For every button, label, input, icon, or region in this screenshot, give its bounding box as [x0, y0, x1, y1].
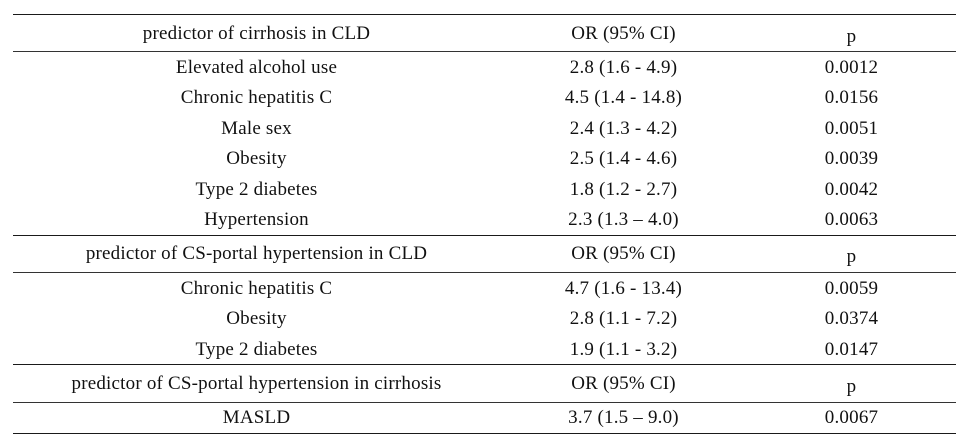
p-value-cell: 0.0059	[824, 277, 879, 299]
header-predictor-cell: predictor of CS-portal hypertension in c…	[13, 364, 500, 403]
predictor-table: predictor of cirrhosis in CLD OR (95% CI)…	[13, 13, 956, 434]
table-row: Type 2 diabetes 1.9 (1.1 - 3.2) 0.0147	[13, 334, 956, 365]
p-value-cell: 0.0067	[747, 402, 956, 434]
p-value-cell: 0.0156	[824, 87, 879, 109]
predictor-table-body: predictor of cirrhosis in CLD OR (95% CI)…	[13, 13, 956, 434]
table-row: Obesity 2.8 (1.1 - 7.2) 0.0374	[13, 304, 956, 334]
odds-ratio-cell: 2.4 (1.3 - 4.2)	[569, 117, 678, 139]
odds-ratio-cell: 4.5 (1.4 - 14.8)	[564, 87, 683, 109]
odds-ratio-cell: 2.3 (1.3 – 4.0)	[568, 209, 679, 231]
header-odds-ratio-cell: OR (95% CI)	[500, 13, 747, 53]
header-odds-ratio-cell: OR (95% CI)	[500, 364, 747, 403]
p-value-cell: 0.0147	[824, 338, 879, 360]
odds-ratio-cell: 1.8 (1.2 - 2.7)	[569, 178, 678, 200]
predictor-cell: Chronic hepatitis C	[180, 87, 333, 109]
table-row: Chronic hepatitis C 4.5 (1.4 - 14.8) 0.015…	[13, 83, 956, 113]
predictor-cell: Elevated alcohol use	[175, 57, 338, 79]
header-predictor-cell: predictor of cirrhosis in CLD	[13, 13, 500, 53]
odds-ratio-cell: 2.8 (1.6 - 4.9)	[569, 57, 678, 79]
odds-ratio-cell: 3.7 (1.5 – 9.0)	[500, 402, 747, 434]
p-value-cell: 0.0039	[824, 148, 879, 170]
section-header-row: predictor of CS-portal hypertension in c…	[13, 364, 956, 403]
predictor-cell: Obesity	[226, 308, 287, 330]
section-header-row: predictor of cirrhosis in CLD OR (95% CI)…	[13, 13, 956, 53]
header-p-value-cell: p	[747, 364, 956, 403]
table-row: Obesity 2.5 (1.4 - 4.6) 0.0039	[13, 144, 956, 174]
p-value-cell: 0.0063	[824, 209, 879, 231]
predictor-cell: Type 2 diabetes	[195, 338, 318, 360]
p-value-cell: 0.0042	[824, 178, 879, 200]
header-predictor-cell: predictor of CS-portal hypertension in C…	[13, 234, 500, 274]
table-row: Type 2 diabetes 1.8 (1.2 - 2.7) 0.0042	[13, 174, 956, 204]
predictor-cell: Hypertension	[204, 209, 309, 231]
table-row: Male sex 2.4 (1.3 - 4.2) 0.0051	[13, 113, 956, 143]
header-odds-ratio-cell: OR (95% CI)	[500, 234, 747, 274]
predictor-cell: Male sex	[221, 117, 292, 139]
odds-ratio-cell: 1.9 (1.1 - 3.2)	[569, 338, 678, 360]
header-p-value-cell: p	[747, 234, 956, 274]
section-header-row: predictor of CS-portal hypertension in C…	[13, 234, 956, 274]
odds-ratio-cell: 2.5 (1.4 - 4.6)	[569, 148, 678, 170]
odds-ratio-cell: 2.8 (1.1 - 7.2)	[569, 308, 678, 330]
p-value-cell: 0.0051	[824, 117, 879, 139]
odds-ratio-cell: 4.7 (1.6 - 13.4)	[564, 277, 683, 299]
predictor-cell: MASLD	[13, 402, 500, 434]
p-value-cell: 0.0374	[824, 308, 879, 330]
predictor-cell: Type 2 diabetes	[195, 178, 318, 200]
table-row: Elevated alcohol use 2.8 (1.6 - 4.9) 0.001…	[13, 52, 956, 83]
predictor-cell: Obesity	[226, 148, 287, 170]
predictor-cell: Chronic hepatitis C	[180, 277, 333, 299]
p-value-cell: 0.0012	[824, 57, 879, 79]
table-row: Hypertension 2.3 (1.3 – 4.0) 0.0063	[13, 204, 956, 235]
table-row: MASLD 3.7 (1.5 – 9.0) 0.0067	[13, 402, 956, 434]
header-p-value-cell: p	[747, 13, 956, 53]
table-row: Chronic hepatitis C 4.7 (1.6 - 13.4) 0.005…	[13, 273, 956, 304]
